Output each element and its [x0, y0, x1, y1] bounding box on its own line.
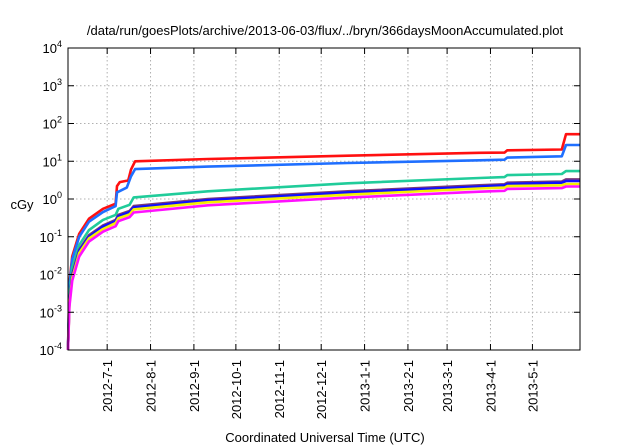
- x-tick-label: 2013-4-1: [483, 360, 498, 412]
- y-tick-label: 10-4: [40, 341, 62, 358]
- series-line-green: [66, 169, 580, 351]
- x-tick-label: 2012-11-1: [272, 360, 287, 418]
- x-tick-label: 2013-3-1: [440, 360, 455, 412]
- y-tick-label: 100: [43, 190, 62, 207]
- x-tick-label: 2012-8-1: [144, 360, 159, 412]
- series-line-purple: [66, 178, 580, 351]
- x-tick-label: 2012-10-1: [229, 360, 244, 419]
- x-tick-label: 2013-5-1: [525, 360, 540, 412]
- y-tick-label: 101: [43, 152, 62, 169]
- x-tick-label: 2012-9-1: [187, 360, 202, 412]
- x-tick-label: 2012-12-1: [314, 360, 329, 419]
- series-line-blue: [66, 143, 580, 351]
- x-tick-label: 2013-2-1: [401, 360, 416, 412]
- series-lines: [66, 132, 580, 351]
- x-ticks: 2012-7-1 2012-8-1 2012-9-1 2012-10-1 2012-11…: [100, 48, 540, 419]
- y-tick-label: 10-3: [40, 303, 62, 320]
- series-line-dark-blue: [66, 179, 580, 351]
- series-line-yellow: [66, 182, 580, 351]
- series-line-red: [66, 132, 580, 351]
- x-tick-label: 2013-1-1: [358, 360, 373, 412]
- chart-title: /data/run/goesPlots/archive/2013-06-03/f…: [87, 23, 564, 38]
- y-axis-label: cGy: [10, 197, 34, 212]
- x-axis-label: Coordinated Universal Time (UTC): [225, 430, 424, 445]
- y-tick-label: 10-1: [40, 228, 62, 245]
- x-tick-label: 2012-7-1: [100, 360, 115, 412]
- y-ticks: 10-4 10-3 10-2 10-1 100 101 102 103 104: [40, 39, 580, 358]
- y-tick-label: 104: [43, 39, 62, 56]
- y-tick-label: 102: [43, 115, 62, 132]
- series-line-magenta: [66, 185, 580, 351]
- y-tick-label: 103: [43, 77, 62, 94]
- y-tick-label: 10-2: [40, 266, 62, 283]
